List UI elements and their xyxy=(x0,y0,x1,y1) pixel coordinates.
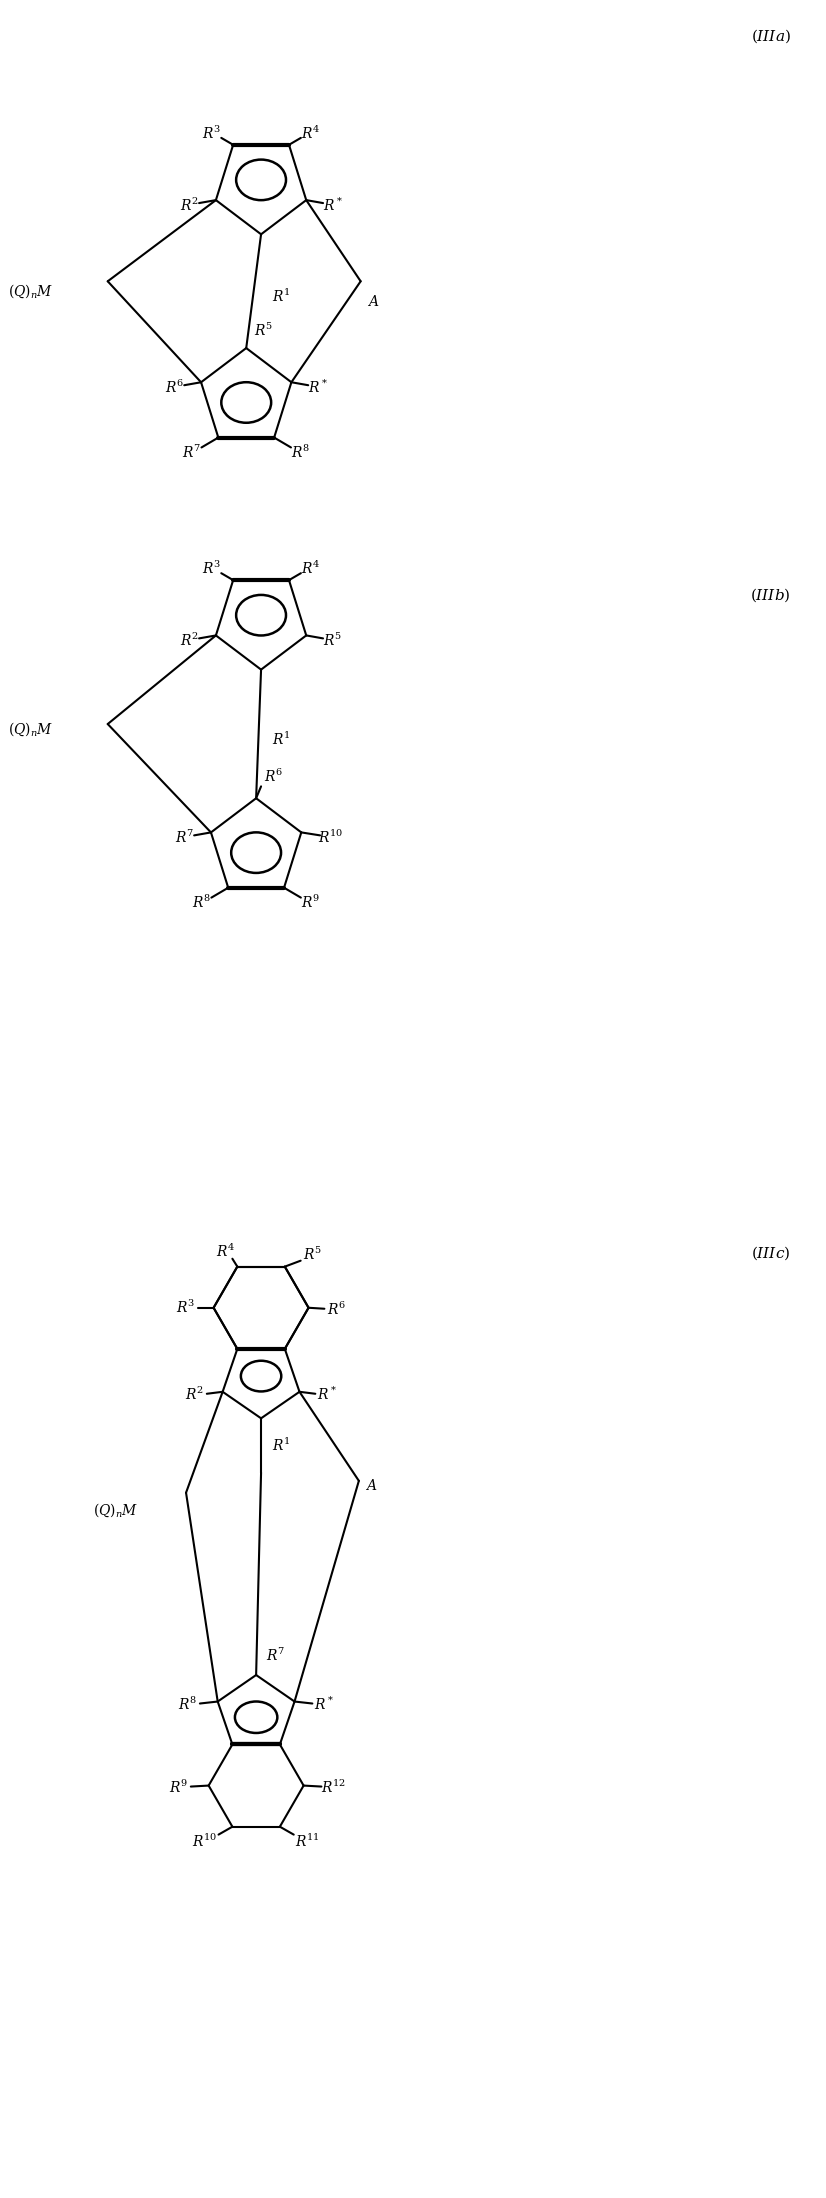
Text: $R^7$: $R^7$ xyxy=(182,444,202,462)
Text: $R^3$: $R^3$ xyxy=(176,1299,196,1317)
Text: $R^4$: $R^4$ xyxy=(301,560,320,576)
Text: $R^7$: $R^7$ xyxy=(266,1646,286,1664)
Text: $R^*$: $R^*$ xyxy=(314,1697,335,1712)
Text: $R^8$: $R^8$ xyxy=(178,1697,197,1712)
Text: $R^8$: $R^8$ xyxy=(292,444,311,462)
Text: $R^6$: $R^6$ xyxy=(164,378,184,396)
Text: $R^9$: $R^9$ xyxy=(169,1778,188,1796)
Text: $R^{10}$: $R^{10}$ xyxy=(192,1833,217,1851)
Text: $A$: $A$ xyxy=(368,295,380,308)
Text: $R^1$: $R^1$ xyxy=(272,730,290,747)
Text: $R^5$: $R^5$ xyxy=(303,1246,322,1264)
Text: $R^3$: $R^3$ xyxy=(202,125,221,141)
Text: $R^2$: $R^2$ xyxy=(186,1387,205,1402)
Text: $A$: $A$ xyxy=(364,1479,377,1492)
Text: $(Q)_nM$: $(Q)_nM$ xyxy=(7,281,54,301)
Text: $R^6$: $R^6$ xyxy=(326,1301,346,1319)
Text: $R^1$: $R^1$ xyxy=(272,288,290,306)
Text: $(Q)_nM$: $(Q)_nM$ xyxy=(93,1501,139,1519)
Text: $R^*$: $R^*$ xyxy=(308,378,328,396)
Text: $(IIIa)$: $(IIIa)$ xyxy=(751,29,790,46)
Text: $(IIIc)$: $(IIIc)$ xyxy=(751,1244,790,1262)
Text: $R^{12}$: $R^{12}$ xyxy=(320,1778,346,1796)
Text: $R^4$: $R^4$ xyxy=(301,125,320,141)
Text: $R^{10}$: $R^{10}$ xyxy=(318,829,344,846)
Text: $R^5$: $R^5$ xyxy=(254,321,273,338)
Text: $R^5$: $R^5$ xyxy=(323,631,343,648)
Text: $R^2$: $R^2$ xyxy=(180,196,199,213)
Text: $(Q)_nM$: $(Q)_nM$ xyxy=(7,721,54,739)
Text: $(IIIb)$: $(IIIb)$ xyxy=(750,587,790,604)
Text: $R^3$: $R^3$ xyxy=(202,560,221,576)
Text: $R^7$: $R^7$ xyxy=(174,829,194,846)
Text: $R^6$: $R^6$ xyxy=(264,767,283,785)
Text: $R^1$: $R^1$ xyxy=(272,1437,290,1455)
Text: $R^4$: $R^4$ xyxy=(216,1244,235,1259)
Text: $R^*$: $R^*$ xyxy=(323,196,343,213)
Text: $R^*$: $R^*$ xyxy=(317,1387,337,1402)
Text: $R^2$: $R^2$ xyxy=(180,631,199,648)
Text: $R^8$: $R^8$ xyxy=(192,895,211,912)
Text: $R^{11}$: $R^{11}$ xyxy=(295,1833,320,1851)
Text: $R^9$: $R^9$ xyxy=(301,895,320,912)
